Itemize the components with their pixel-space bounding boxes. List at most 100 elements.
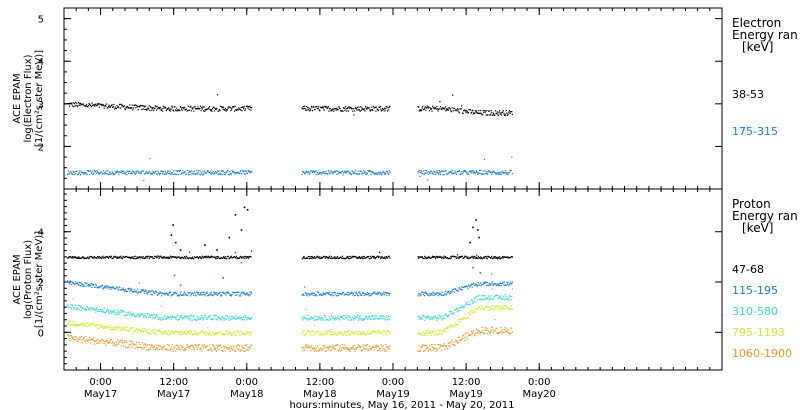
data-point — [439, 171, 441, 173]
data-point — [226, 170, 228, 172]
data-point — [184, 332, 186, 334]
data-point — [191, 319, 194, 321]
data-point — [202, 293, 205, 295]
data-point — [475, 171, 477, 173]
data-point — [149, 291, 151, 293]
data-point — [351, 318, 353, 320]
data-point — [179, 284, 182, 287]
data-point — [435, 293, 437, 295]
data-point — [475, 308, 478, 310]
data-point — [131, 342, 133, 345]
data-point — [226, 257, 228, 260]
data-point — [171, 316, 173, 318]
data-point — [380, 172, 382, 174]
data-point — [170, 348, 172, 350]
data-point — [474, 112, 476, 115]
data-point — [246, 256, 248, 259]
data-point — [469, 301, 471, 303]
data-point — [87, 308, 89, 311]
data-point — [206, 255, 208, 257]
data-point — [455, 341, 457, 343]
data-point — [484, 170, 486, 172]
data-point — [86, 105, 88, 107]
data-point — [189, 329, 191, 331]
data-point — [386, 333, 388, 335]
data-point — [81, 335, 83, 337]
data-point — [457, 254, 459, 256]
data-point — [419, 171, 421, 173]
data-point — [75, 339, 77, 341]
data-point — [214, 347, 216, 350]
data-point — [338, 350, 340, 352]
data-point — [441, 109, 443, 111]
data-point — [304, 349, 306, 351]
data-point — [99, 103, 102, 105]
data-point — [209, 344, 211, 346]
data-point — [482, 332, 484, 334]
data-point — [418, 344, 420, 346]
data-point — [469, 170, 471, 172]
data-point — [335, 109, 337, 111]
data-point — [98, 327, 100, 330]
data-point — [182, 294, 184, 296]
data-point — [162, 257, 164, 259]
data-point — [152, 170, 154, 172]
data-point — [82, 256, 85, 258]
data-point — [360, 109, 362, 111]
data-point — [89, 322, 91, 324]
data-point — [304, 334, 306, 336]
data-point — [425, 348, 427, 350]
data-point — [157, 349, 159, 351]
data-point — [351, 331, 353, 333]
data-point — [232, 332, 234, 334]
data-point — [418, 350, 420, 352]
data-point — [477, 299, 479, 301]
data-point — [450, 255, 452, 258]
data-point — [361, 257, 364, 259]
data-point — [457, 290, 459, 292]
data-point — [114, 313, 116, 316]
data-point — [460, 304, 462, 306]
data-point — [318, 291, 320, 294]
data-point — [251, 171, 253, 173]
data-point — [328, 319, 330, 321]
data-point — [170, 110, 172, 112]
data-point — [484, 110, 486, 112]
data-point — [170, 291, 172, 293]
data-point — [499, 332, 501, 334]
data-point — [214, 107, 216, 110]
data-point — [428, 173, 430, 175]
data-point — [330, 110, 332, 112]
data-point — [345, 330, 347, 332]
data-point — [132, 291, 134, 293]
data-point — [159, 108, 161, 110]
data-point — [151, 345, 153, 347]
data-point — [216, 344, 218, 346]
data-point — [324, 316, 326, 318]
data-point — [165, 318, 167, 320]
data-point — [316, 345, 318, 347]
data-point — [232, 257, 234, 259]
data-point — [371, 293, 373, 295]
data-point — [216, 332, 219, 335]
data-point — [193, 294, 195, 296]
data-point — [88, 285, 90, 287]
data-point — [450, 172, 453, 174]
data-point — [479, 258, 481, 260]
data-point — [307, 257, 309, 259]
data-point — [95, 103, 97, 105]
data-point — [130, 107, 132, 110]
data-point — [221, 333, 223, 335]
data-point — [86, 340, 88, 342]
data-point — [235, 109, 237, 111]
data-point — [134, 347, 136, 349]
data-point — [301, 331, 303, 333]
data-point — [475, 332, 477, 334]
data-point — [163, 107, 165, 109]
data-point — [113, 287, 115, 289]
data-point — [312, 331, 314, 333]
data-point — [461, 286, 463, 288]
data-point — [469, 257, 471, 259]
data-point — [111, 342, 113, 344]
data-point — [152, 257, 154, 259]
